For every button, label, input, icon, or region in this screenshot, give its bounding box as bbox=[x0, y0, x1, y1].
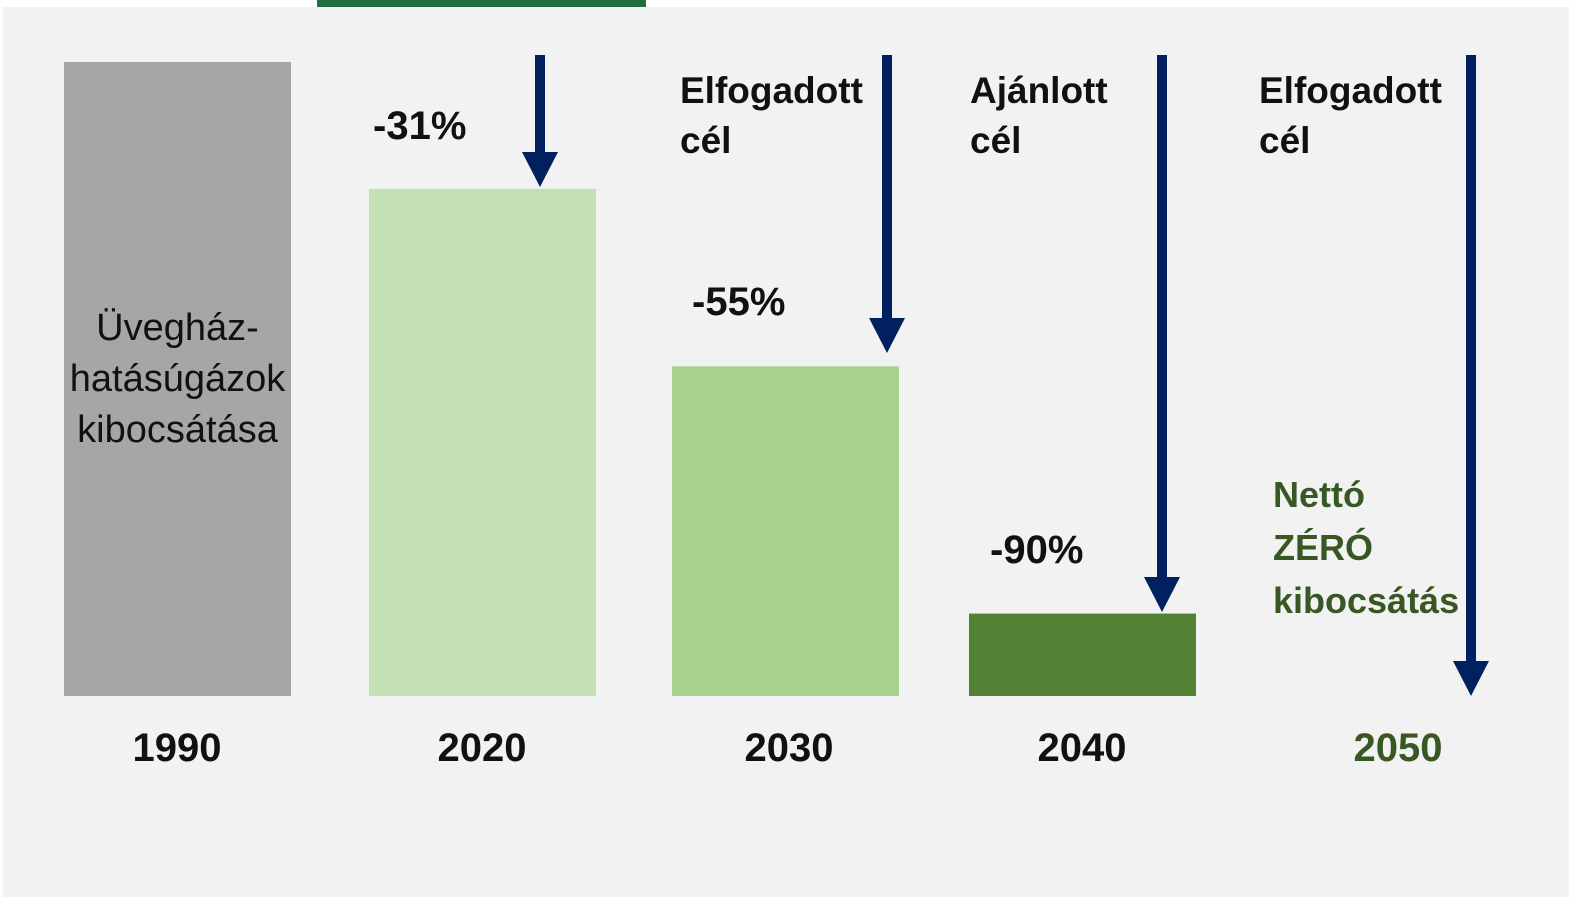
arrow-2040 bbox=[1144, 55, 1180, 612]
annotation-2030: Elfogadott cél bbox=[680, 70, 863, 161]
category-label-2050: 2050 bbox=[1353, 726, 1443, 770]
category-label-2040: 2040 bbox=[1037, 726, 1127, 770]
arrow-2030 bbox=[869, 55, 905, 353]
net-zero-label: Nettó ZÉRÓ kibocsátás bbox=[1273, 474, 1460, 621]
bar-2020 bbox=[369, 188, 596, 697]
bar-2030 bbox=[672, 366, 899, 696]
arrow-2050 bbox=[1453, 55, 1489, 696]
annotation-2040: Ajánlott cél bbox=[970, 70, 1108, 161]
category-label-2030: 2030 bbox=[744, 726, 834, 770]
reduction-label-2040: -90% bbox=[990, 528, 1084, 572]
category-label-1990: 1990 bbox=[132, 726, 222, 770]
annotation-2050: Elfogadott cél bbox=[1259, 70, 1442, 161]
bar-2040 bbox=[969, 613, 1196, 696]
top-accent-bar bbox=[317, 0, 646, 7]
bar-1990 bbox=[64, 62, 291, 696]
reduction-label-2030: -55% bbox=[692, 280, 786, 324]
reduction-label-2020: -31% bbox=[373, 104, 467, 148]
arrow-2020 bbox=[522, 55, 558, 187]
category-label-2020: 2020 bbox=[437, 726, 527, 770]
